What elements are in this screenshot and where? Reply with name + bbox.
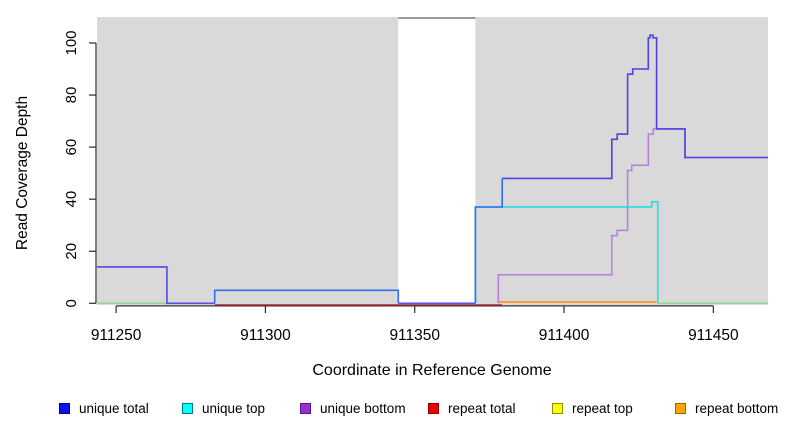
y-tick-label: 80 [63, 87, 80, 104]
legend-label: unique total [79, 400, 149, 416]
legend-label: repeat total [448, 400, 516, 416]
y-tick-label: 60 [63, 139, 80, 156]
x-tick-label: 911300 [240, 327, 291, 344]
legend-swatch-repeat-total [428, 402, 439, 414]
x-tick-label: 911400 [539, 327, 590, 344]
legend-swatch-repeat-bottom [675, 402, 686, 414]
y-tick-label: 20 [63, 243, 80, 260]
legend-label: repeat top [572, 400, 633, 416]
legend-swatch-unique-bottom [300, 402, 311, 414]
series-unique-total-peak [502, 34, 768, 180]
y-tick-label: 0 [63, 299, 80, 307]
legend-item-unique-bottom: unique bottom [300, 398, 406, 418]
x-axis-title: Coordinate in Reference Genome [312, 362, 551, 379]
series-unique-total-low [213, 289, 400, 304]
legend-swatch-unique-top [182, 402, 193, 414]
legend-item-repeat-bottom: repeat bottom [675, 398, 778, 418]
x-tick-label: 911450 [688, 327, 739, 344]
y-tick-label: 40 [63, 191, 80, 208]
mask-band [398, 17, 476, 305]
legend-item-repeat-top: repeat top [552, 398, 633, 418]
legend-label: repeat bottom [695, 400, 779, 416]
y-axis-title: Read Coverage Depth [14, 96, 31, 250]
legend-label: unique top [202, 400, 266, 416]
x-tick-label: 911250 [91, 327, 142, 344]
legend-item-repeat-total: repeat total [428, 398, 516, 418]
y-tick-label: 100 [63, 30, 80, 55]
legend-swatch-unique-total [59, 402, 70, 414]
series-unique-total-rise [474, 178, 503, 304]
legend-label: unique bottom [320, 400, 406, 416]
legend-item-unique-total: unique total [59, 398, 149, 418]
x-tick-label: 911350 [389, 327, 440, 344]
series-unique-total-left [97, 266, 215, 305]
legend-swatch-repeat-top [552, 402, 563, 414]
legend-item-unique-top: unique top [182, 398, 265, 418]
legend: unique total unique top unique bottom re… [0, 398, 792, 424]
